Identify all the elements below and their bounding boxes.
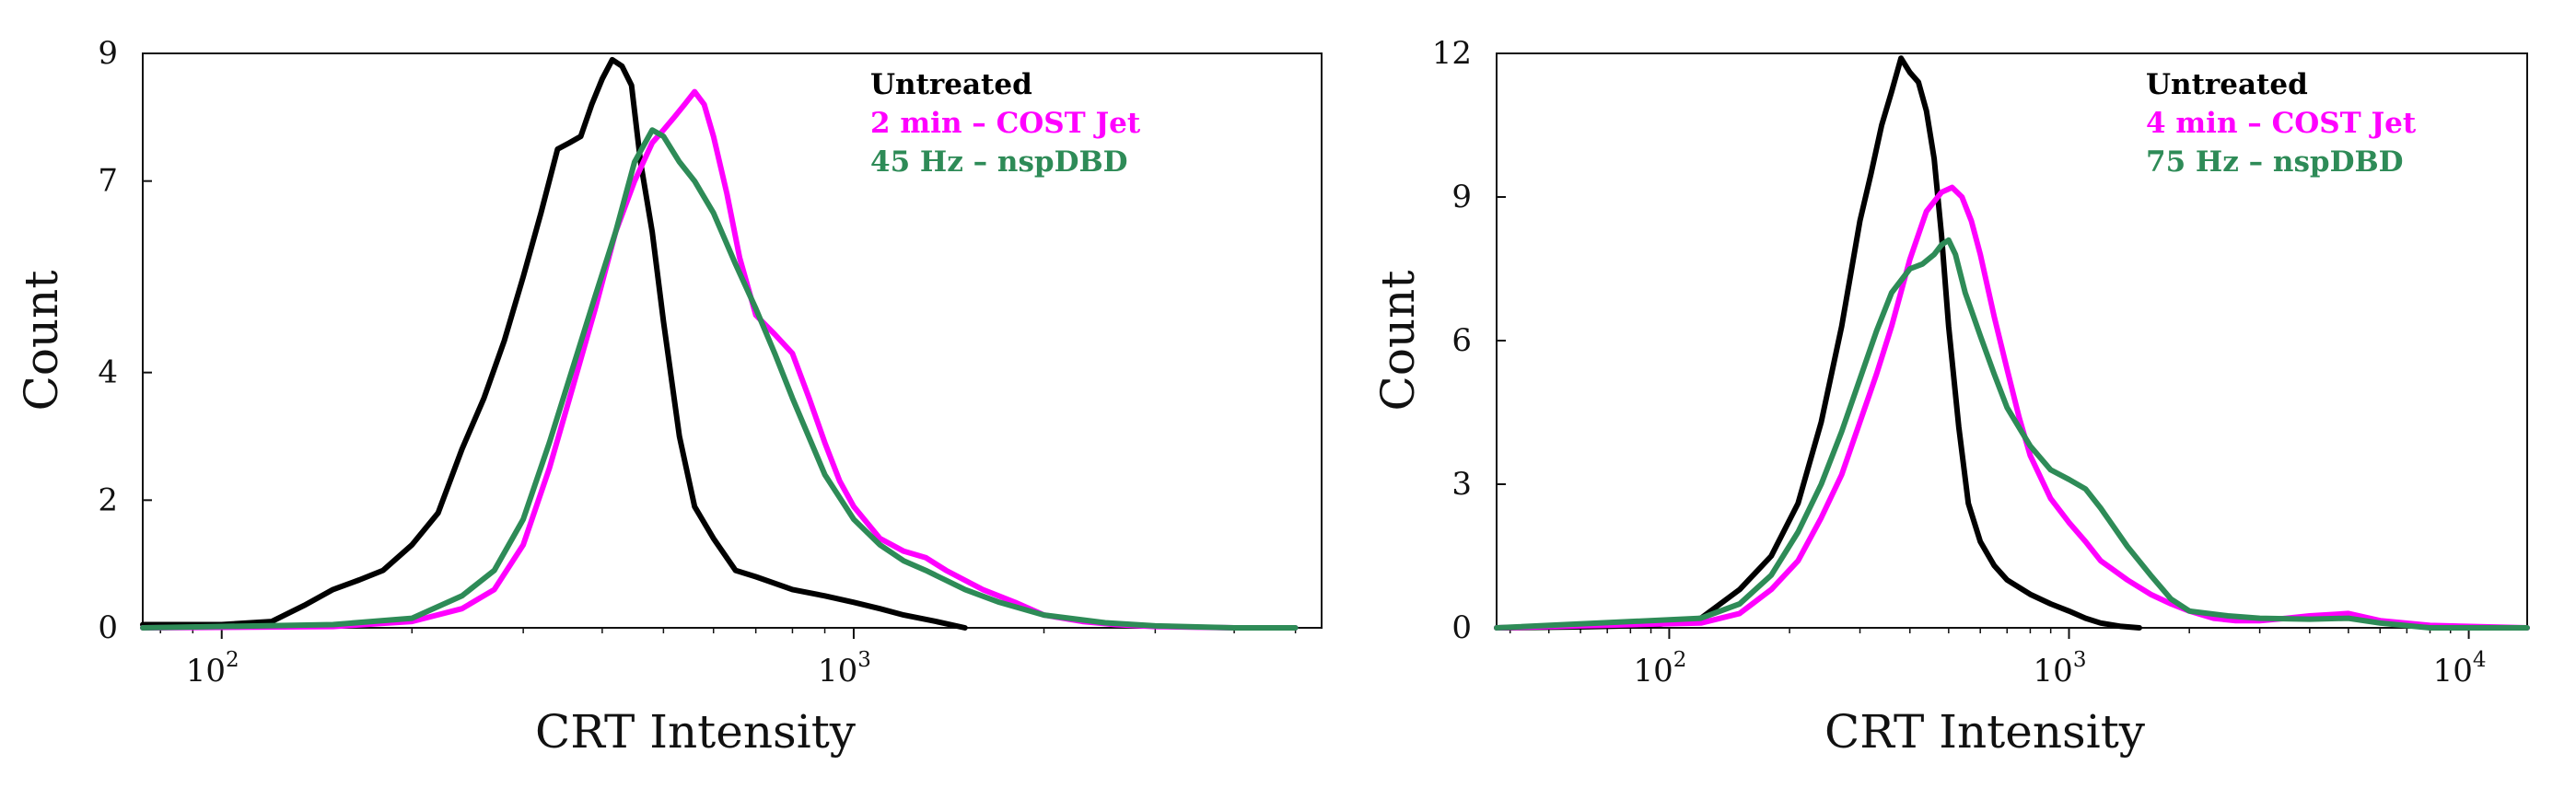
plot-frame: [142, 52, 1323, 629]
x-tick-label: 102: [186, 648, 239, 690]
y-tick-label: 3: [1451, 466, 1472, 503]
y-tick-label: 7: [98, 163, 118, 200]
y-tick-label: 12: [1432, 35, 1472, 72]
legend-entry: Untreated: [2146, 68, 2308, 101]
y-tick-label: 0: [98, 609, 118, 646]
series-line-1: [1494, 184, 2530, 631]
x-tick-label: 103: [818, 648, 871, 690]
series-line-0: [140, 56, 968, 631]
y-tick-label: 0: [1451, 609, 1472, 646]
series-line-0: [1494, 55, 2142, 631]
y-tick-label: 2: [98, 481, 118, 518]
chart-left: 0 2 4 7 9 102 103 Untreated 2 min – COST Jet 45 H…: [15, 35, 1323, 759]
legend-entry: 4 min – COST Jet: [2146, 107, 2417, 140]
y-axis-title: Count: [15, 271, 68, 411]
x-axis-title: CRT Intensity: [535, 705, 857, 759]
legend-entry: 75 Hz – nspDBD: [2146, 145, 2404, 179]
legend-entry: 45 Hz – nspDBD: [870, 145, 1128, 179]
legend-entry: Untreated: [870, 68, 1032, 101]
x-tick-label: 102: [1633, 648, 1686, 690]
x-tick-label: 104: [2433, 648, 2487, 690]
series-line-2: [140, 127, 1299, 631]
y-axis-title: Count: [1371, 271, 1425, 411]
series-line-2: [1494, 237, 2530, 631]
y-tick-label: 9: [1451, 179, 1472, 215]
y-tick-label: 9: [98, 35, 118, 72]
x-axis-title: CRT Intensity: [1824, 705, 2146, 759]
y-tick-label: 4: [98, 354, 118, 391]
y-tick-label: 6: [1451, 322, 1472, 359]
legend-entry: 2 min – COST Jet: [870, 107, 1141, 140]
x-tick-label: 103: [2034, 648, 2087, 690]
chart-right: 0 3 6 9 12 102 103 104 Untreated 4 min – COST Jet…: [1371, 35, 2530, 759]
series-line-1: [140, 88, 1299, 631]
